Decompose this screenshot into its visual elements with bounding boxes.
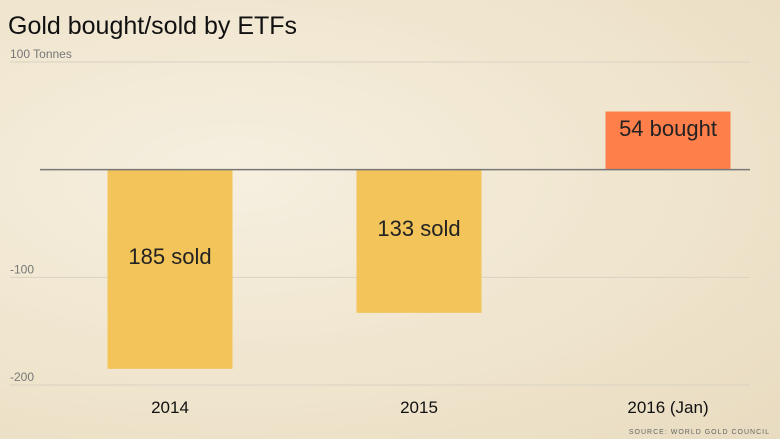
bar — [356, 169, 482, 313]
value-label: 133 sold — [377, 216, 461, 242]
source: SOURCE: WORLD GOLD COUNCIL — [629, 429, 770, 436]
value-label: 185 sold — [128, 244, 212, 270]
chart-title: Gold bought/sold by ETFs — [8, 12, 297, 40]
y-tick-label: -100 — [10, 262, 34, 276]
y-tick-label: -200 — [10, 370, 34, 384]
bar — [605, 111, 731, 170]
y-tick-label: 100 Tonnes — [10, 47, 72, 61]
bar — [107, 169, 233, 369]
x-tick-label: 2014 — [151, 398, 189, 417]
value-label: 54 bought — [619, 115, 717, 141]
x-tick-label: 2016 (Jan) — [627, 398, 708, 417]
x-tick-label: 2015 — [400, 398, 438, 417]
